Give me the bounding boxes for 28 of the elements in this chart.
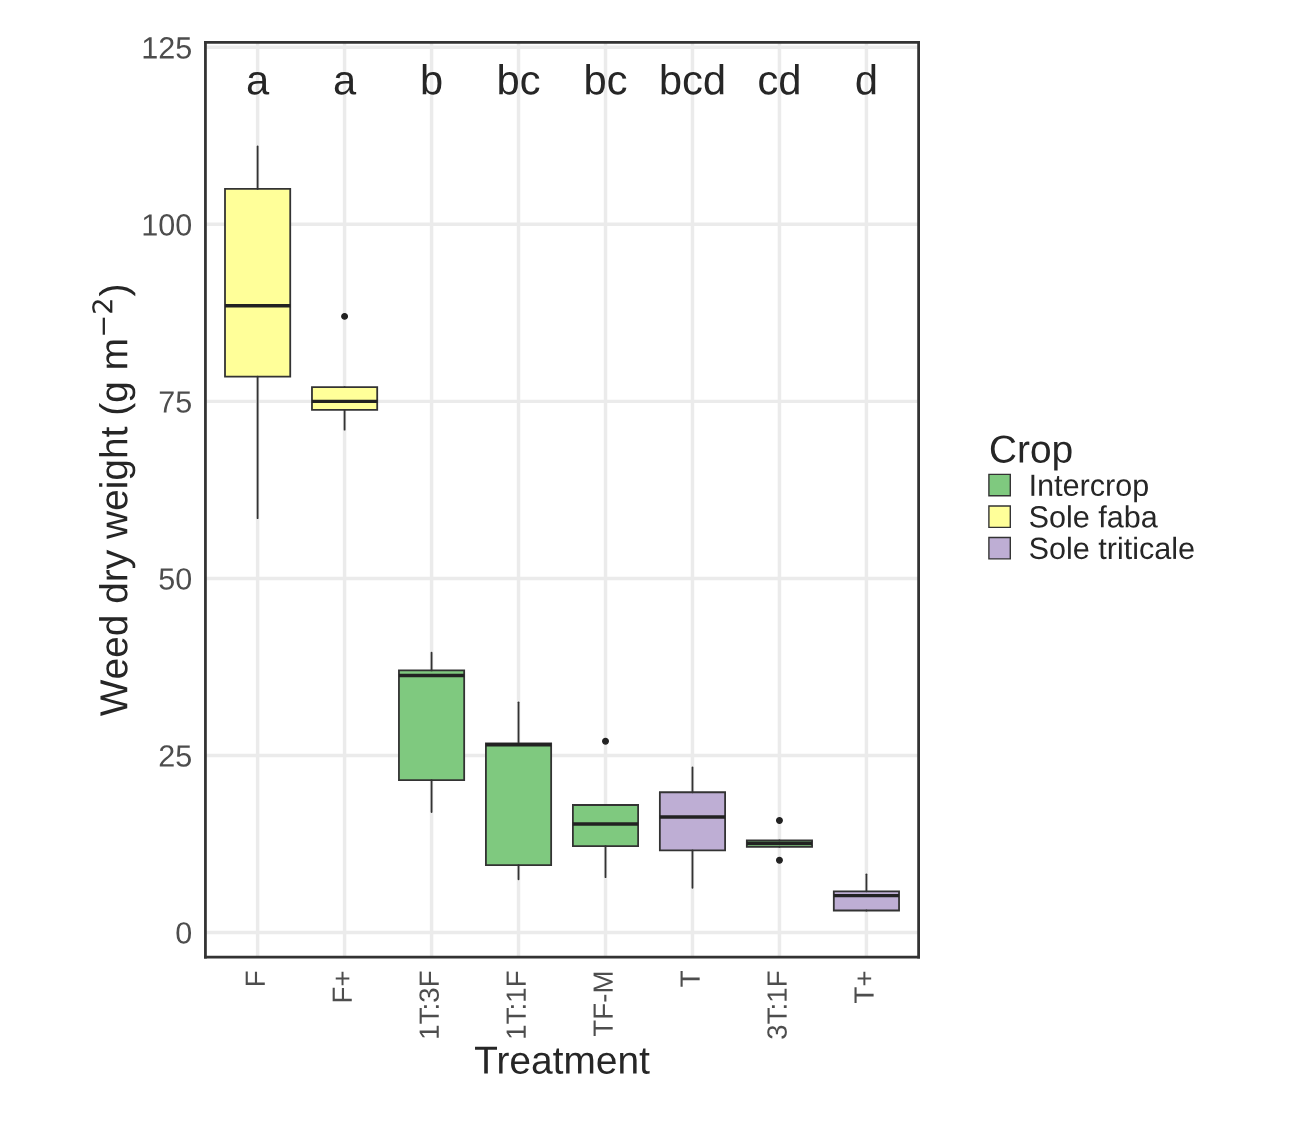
annotation: b: [422, 64, 442, 95]
x-tick-label: F: [245, 971, 265, 986]
x-tick-label: 1T:1F: [506, 971, 526, 1038]
y-axis-title: Weed dry weight (g m$^{−2}$): [92, 285, 136, 717]
legend-label: Sole triticale: [1030, 536, 1194, 560]
x-tick-label: F+: [332, 971, 352, 1002]
x-tick-label: T+: [854, 971, 874, 1003]
annotation: a: [334, 71, 357, 95]
y-tick-label: 100: [143, 214, 192, 236]
annotation: bcd: [661, 64, 724, 95]
annotation: a: [247, 71, 270, 95]
x-axis-title: Treatment: [475, 1046, 650, 1074]
y-tick-label: 25: [159, 745, 191, 767]
y-tick-label: 50: [159, 568, 192, 590]
x-tick-label: TF-M: [593, 972, 613, 1037]
x-tick-label: 3T:1F: [767, 971, 787, 1039]
legend-label: Sole faba: [1030, 505, 1158, 528]
annotation: bc: [586, 64, 627, 95]
y-tick-label: 125: [143, 37, 191, 59]
y-tick-label: 0: [176, 922, 192, 944]
x-tick-label: 1T:3F: [419, 971, 440, 1038]
legend-label: Intercrop: [1031, 474, 1148, 503]
x-tick-label: T: [680, 971, 700, 987]
annotation: cd: [759, 64, 799, 95]
annotation: d: [856, 64, 876, 95]
y-tick-label: 75: [159, 391, 191, 413]
legend-title: Crop: [990, 435, 1072, 471]
annotation: bc: [499, 64, 540, 95]
